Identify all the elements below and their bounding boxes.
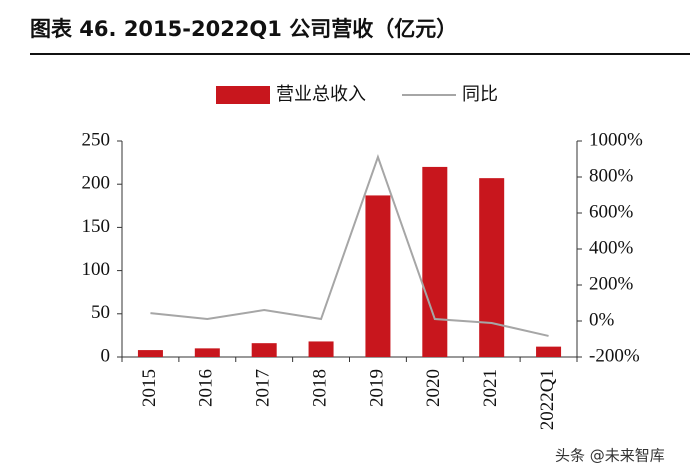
bar bbox=[365, 195, 391, 357]
bar bbox=[251, 343, 277, 357]
y2-tick-label: 200% bbox=[589, 273, 634, 294]
y2-tick-label: -200% bbox=[589, 345, 640, 366]
x-tick-label: 2018 bbox=[309, 369, 330, 407]
y-tick-label: 150 bbox=[82, 216, 111, 237]
bar bbox=[137, 350, 163, 357]
legend-label: 同比 bbox=[462, 84, 498, 105]
bar bbox=[194, 348, 220, 357]
x-tick-label: 2019 bbox=[366, 369, 387, 407]
x-tick-label: 2022Q1 bbox=[537, 369, 558, 430]
bar bbox=[422, 166, 448, 357]
y-tick-label: 200 bbox=[82, 173, 111, 194]
watermark: 头条 @未来智库 bbox=[555, 447, 665, 465]
x-tick-label: 2015 bbox=[139, 369, 160, 407]
bar bbox=[308, 341, 334, 357]
x-tick-label: 2021 bbox=[480, 369, 501, 407]
y2-tick-label: 800% bbox=[589, 165, 634, 186]
legend-label: 营业总收入 bbox=[276, 84, 366, 105]
y2-tick-label: 400% bbox=[589, 237, 634, 258]
y2-tick-label: 600% bbox=[589, 201, 634, 222]
y-tick-label: 250 bbox=[82, 129, 111, 150]
bar bbox=[536, 346, 562, 357]
y-tick-label: 50 bbox=[91, 302, 110, 323]
chart-title: 图表 46. 2015-2022Q1 公司营收（亿元） bbox=[30, 17, 457, 41]
x-tick-label: 2017 bbox=[253, 369, 274, 407]
bar bbox=[479, 178, 505, 357]
y-tick-label: 0 bbox=[101, 345, 111, 366]
y2-tick-label: 1000% bbox=[589, 129, 643, 150]
y2-tick-label: 0% bbox=[589, 309, 615, 330]
legend-swatch bbox=[216, 86, 270, 104]
x-tick-label: 2016 bbox=[196, 369, 217, 407]
x-tick-label: 2020 bbox=[423, 369, 444, 407]
y-tick-label: 100 bbox=[82, 259, 111, 280]
line bbox=[150, 154, 549, 337]
